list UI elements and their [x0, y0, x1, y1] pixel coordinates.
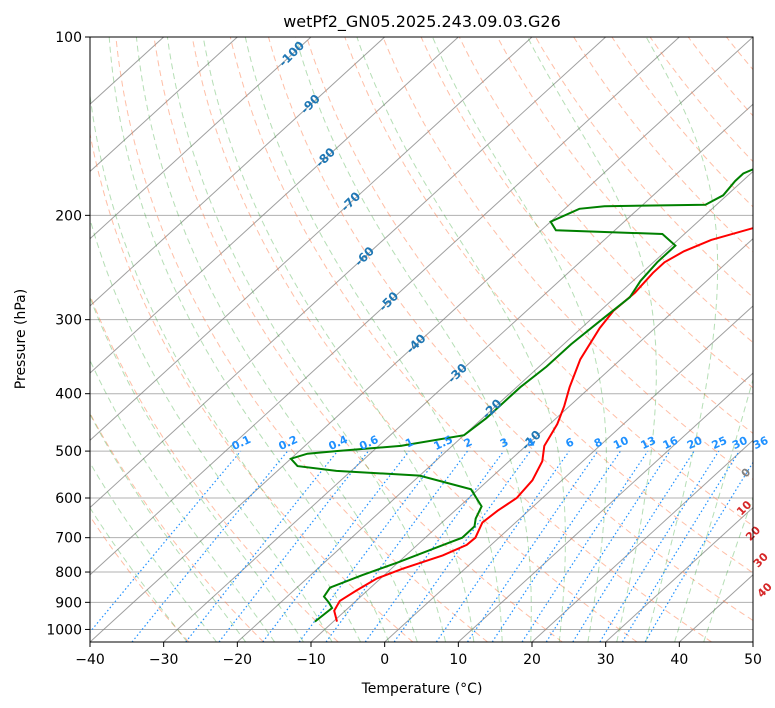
temperature-profile-line [333, 227, 753, 622]
mixing-ratio-line [644, 461, 753, 642]
y-tick-label: 300 [55, 313, 82, 329]
dry-adiabat-line [573, 37, 753, 253]
isotherm-line [310, 237, 753, 642]
mixing-ratio-line [621, 450, 740, 642]
isotherm-line [90, 37, 312, 240]
y-tick-label: 400 [55, 387, 82, 403]
x-axis-label: Temperature (°C) [361, 681, 483, 697]
dry-adiabat-line [90, 131, 414, 642]
profile-lines [289, 168, 753, 623]
moist-adiabat-line [90, 506, 188, 642]
dry-adiabat-line [229, 37, 712, 642]
y-axis-label: Pressure (hPa) [13, 289, 29, 389]
dry-adiabat-line [344, 37, 753, 527]
x-tick-label: 0 [380, 652, 389, 668]
moist-adiabat-line [90, 413, 247, 642]
isotherm-line [90, 37, 238, 173]
y-tick-label: 500 [55, 444, 82, 460]
x-tick-label: −20 [223, 652, 253, 668]
dry-adiabat-line [382, 37, 753, 481]
moist-adiabat-line [295, 37, 532, 642]
moist-adiabat-line [645, 37, 719, 642]
dry-adiabat-line [90, 293, 339, 642]
x-tick-label: 10 [449, 652, 467, 668]
moist-adiabat-line [432, 37, 607, 642]
moist-adiabat-line [90, 217, 333, 642]
isotherm-line [90, 37, 607, 509]
moist-adiabat-line [90, 296, 304, 642]
y-tick-label: 600 [55, 491, 82, 507]
mixing-ratio-label: 10 [611, 434, 631, 452]
moist-adiabat-line [90, 461, 217, 642]
mixing-ratio-line [599, 450, 720, 642]
dry-adiabat-line [90, 412, 264, 642]
x-tick-label: 50 [744, 652, 762, 668]
x-tick-label: −10 [296, 652, 326, 668]
isotherm-line [90, 37, 459, 374]
dry-adiabat-line [115, 37, 488, 642]
x-tick-label: −30 [149, 652, 179, 668]
isotherm-line [90, 37, 533, 442]
mixing-ratio-line [185, 450, 339, 642]
y-tick-label: 700 [55, 531, 82, 547]
dry-adiabat-line [191, 37, 638, 642]
dry-adiabat-line [420, 37, 753, 434]
mixing-ratio-label: 16 [661, 434, 681, 452]
mixing-ratio-line [90, 450, 242, 634]
isotherm-line [605, 506, 753, 642]
isotherm-line [457, 372, 753, 642]
moist-adiabat-line [90, 358, 276, 642]
dry-adiabat-line [649, 37, 753, 163]
isotherm-line [90, 37, 386, 307]
mixing-ratio-label: 30 [730, 434, 750, 452]
x-tick-label: −40 [75, 652, 105, 668]
dry-adiabat-line [268, 37, 753, 622]
isotherm-line [531, 439, 753, 642]
moist-adiabat-line [244, 37, 503, 642]
plot-frame [89, 36, 754, 643]
y-tick-label: 900 [55, 595, 82, 611]
moist-adiabat-line [90, 91, 362, 642]
mixing-ratio-line [572, 450, 695, 642]
mixing-ratio-label: 25 [710, 434, 729, 452]
isotherm-line [384, 305, 753, 642]
x-tick-label: 30 [597, 652, 615, 668]
y-tick-label: 100 [55, 30, 82, 46]
mixing-ratio-label: 20 [685, 434, 705, 452]
moist-adiabat-line [202, 37, 475, 642]
y-tick-label: 1000 [46, 622, 82, 638]
axis-ticks: −40 −30 −20 −10 0 10 20 30 40 50 100 200 300 400 500 60… [46, 30, 762, 668]
moist-adiabat-line [108, 37, 390, 642]
moist-adiabat-line [166, 37, 446, 642]
dry-adiabat-line [458, 37, 753, 389]
moist-adiabat-line [135, 37, 418, 642]
y-tick-label: 800 [55, 565, 82, 581]
moist-adiabat-line [674, 377, 753, 642]
mixing-ratio-label: 36 [751, 434, 771, 452]
isotherm-line [90, 37, 680, 576]
mixing-ratio-line [262, 450, 410, 642]
chart-title: wetPf2_GN05.2025.243.09.03.G26 [283, 12, 561, 32]
dry-adiabat-line [306, 37, 753, 574]
y-tick-label: 200 [55, 208, 82, 224]
x-tick-label: 40 [670, 652, 688, 668]
isotherm-line [90, 37, 753, 642]
background-lines [90, 37, 753, 642]
moist-adiabat-line [703, 496, 753, 642]
x-tick-label: 20 [523, 652, 541, 668]
isotherm-line [163, 103, 753, 642]
moist-adiabat-line [356, 37, 566, 642]
dry-adiabat-line [153, 37, 563, 642]
mixing-ratio-line [131, 450, 289, 642]
mixing-ratio-line [218, 450, 369, 642]
mixing-ratio-line [545, 450, 671, 642]
dewpoint-profile-line [289, 168, 753, 623]
mixing-ratio-line [364, 450, 505, 642]
mixing-ratio-line [466, 450, 599, 642]
dry-adiabat-line [496, 37, 753, 344]
isotherm-line [236, 170, 753, 642]
mixing-ratio-label: 13 [639, 434, 658, 452]
